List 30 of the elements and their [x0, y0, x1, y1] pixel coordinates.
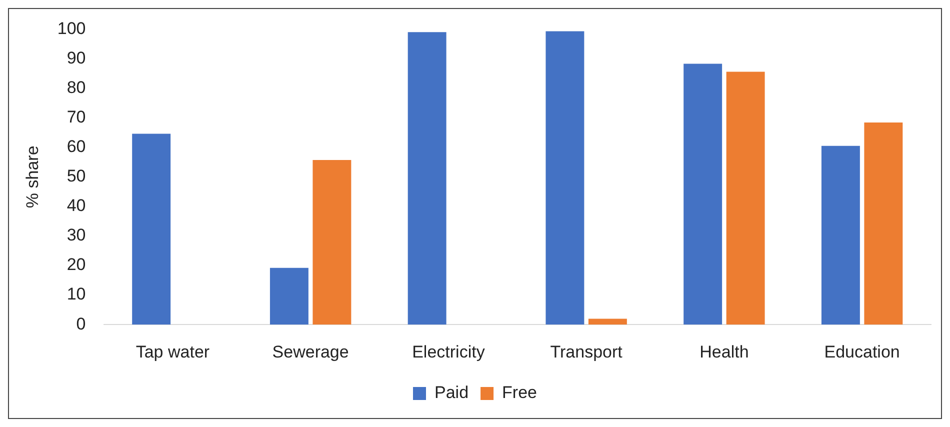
bar	[821, 146, 860, 325]
bar	[864, 122, 903, 325]
x-tick-label: Sewerage	[272, 342, 349, 362]
bar	[588, 318, 627, 325]
y-tick-label: 0	[76, 314, 86, 334]
x-tick-label: Education	[824, 342, 900, 362]
y-tick-label: 90	[66, 48, 86, 68]
y-tick-label: 70	[66, 108, 86, 127]
x-tick-label: Electricity	[412, 342, 486, 362]
y-tick-label: 60	[66, 137, 86, 156]
legend-label: Paid	[434, 383, 469, 402]
y-tick-label: 30	[66, 226, 86, 245]
x-tick-label: Transport	[550, 342, 623, 362]
bar	[132, 134, 171, 325]
y-tick-label: 10	[66, 284, 86, 304]
y-tick-label: 20	[66, 255, 86, 274]
x-tick-label: Health	[700, 342, 749, 362]
y-tick-label: 100	[57, 18, 86, 38]
bar	[312, 160, 352, 325]
bar	[684, 64, 722, 325]
y-tick-label: 40	[66, 196, 86, 216]
bar	[546, 31, 584, 325]
bar	[726, 72, 765, 325]
y-tick-label: 50	[66, 166, 86, 186]
x-tick-label: Tap water	[136, 342, 210, 362]
bar	[408, 32, 446, 325]
y-axis-title: % share	[22, 146, 42, 208]
bar	[270, 268, 308, 325]
y-tick-label: 80	[66, 78, 86, 97]
legend-label: Free	[502, 383, 538, 402]
